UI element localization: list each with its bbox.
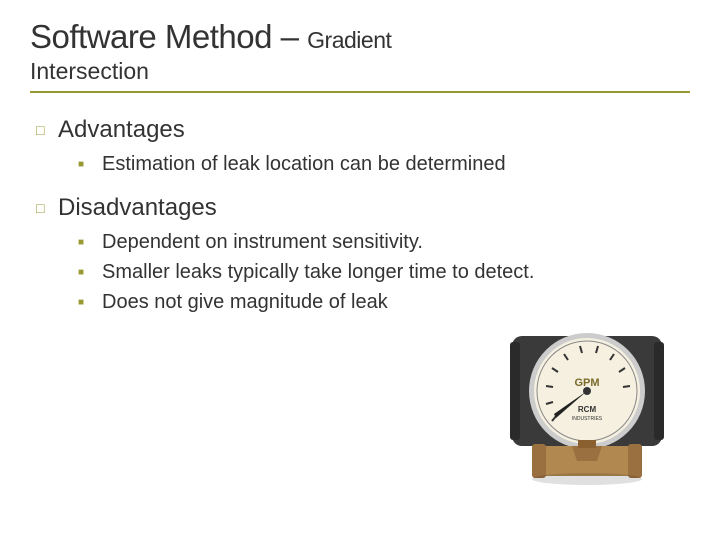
section-heading: Advantages (36, 115, 690, 145)
hollow-square-bullet-icon (36, 193, 58, 223)
section-heading: Disadvantages (36, 193, 690, 223)
slide-title: Software Method – Gradient Intersection (30, 18, 690, 85)
square-bullet-icon (78, 289, 102, 317)
title-main: Software Method – (30, 18, 307, 55)
hollow-square-bullet-icon (36, 115, 58, 145)
title-underline (30, 91, 690, 93)
advantages-list: Estimation of leak location can be deter… (36, 151, 690, 179)
list-item: Smaller leaks typically take longer time… (78, 259, 690, 287)
svg-text:INDUSTRIES: INDUSTRIES (572, 416, 603, 422)
list-item-text: Smaller leaks typically take longer time… (102, 259, 534, 286)
square-bullet-icon (78, 151, 102, 179)
list-item-text: Estimation of leak location can be deter… (102, 151, 506, 178)
section-heading-text: Advantages (58, 115, 185, 145)
title-sub: Gradient (307, 27, 391, 53)
square-bullet-icon (78, 229, 102, 257)
content-area: Advantages Estimation of leak location c… (30, 115, 690, 317)
flow-meter-image: GPM RCM INDUSTRIES (502, 296, 672, 496)
list-item: Dependent on instrument sensitivity. (78, 229, 690, 257)
list-item-text: Does not give magnitude of leak (102, 289, 388, 316)
svg-text:RCM: RCM (578, 405, 597, 414)
list-item: Estimation of leak location can be deter… (78, 151, 690, 179)
square-bullet-icon (78, 259, 102, 287)
list-item-text: Dependent on instrument sensitivity. (102, 229, 423, 256)
gauge-icon: GPM RCM INDUSTRIES (502, 296, 672, 496)
section-heading-text: Disadvantages (58, 193, 217, 223)
title-line2: Intersection (30, 58, 690, 85)
